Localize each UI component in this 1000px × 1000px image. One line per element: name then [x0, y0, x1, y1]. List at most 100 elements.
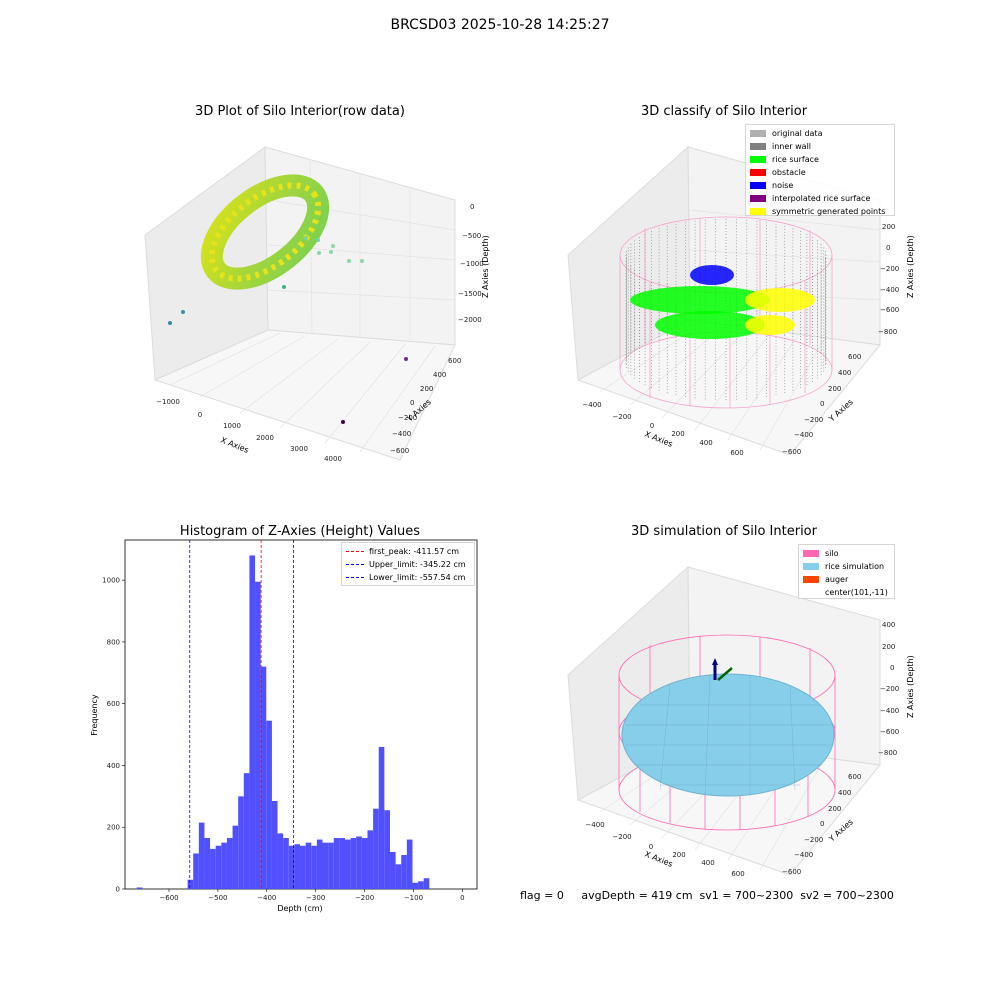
- ztick: −600: [880, 306, 899, 314]
- raw-point: [404, 357, 408, 361]
- hist-yticks: 0 200 400 600 800 1000: [102, 577, 125, 894]
- hist-bar: [238, 796, 244, 889]
- pane-floor: [153, 329, 456, 461]
- xtick: −200: [612, 833, 631, 841]
- hist-bars: [136, 555, 430, 889]
- ztick: 400: [882, 621, 895, 629]
- ztick: −2000: [458, 316, 482, 324]
- xtick: 4000: [324, 455, 342, 463]
- ztick: −400: [880, 286, 899, 294]
- axis-ticks-raw: −1000 0 1000 2000 3000 4000 −600 −400 −2…: [156, 203, 484, 463]
- ytick: 200: [828, 385, 841, 393]
- xtick: 2000: [256, 434, 274, 442]
- hist-bar: [294, 844, 301, 889]
- x-tick-label: −200: [355, 894, 374, 902]
- legend-label: center(101,-11): [825, 588, 888, 597]
- hist-bar: [316, 839, 323, 889]
- ztick: −200: [880, 265, 899, 273]
- legend-label: rice surface: [772, 155, 819, 164]
- xtick: 0: [649, 843, 653, 851]
- legend-swatch: [750, 130, 766, 137]
- legend-entry: first_peak: -411.57 cm: [346, 545, 470, 558]
- point-cluster: [745, 315, 795, 335]
- xtick: −400: [582, 401, 601, 409]
- ytick: −600: [782, 868, 801, 876]
- x-tick-label: −500: [208, 894, 227, 902]
- legend-swatch: [803, 589, 819, 596]
- legend-simulation: silo rice simulation auger center(101,-1…: [798, 544, 895, 599]
- legend-entry: original data: [750, 127, 890, 140]
- hist-bar: [350, 838, 357, 889]
- hist-bar: [401, 855, 407, 889]
- panel-title-classify: 3D classify of Silo Interior: [640, 104, 808, 119]
- hist-bar: [277, 833, 284, 889]
- legend-label: inner wall: [772, 142, 812, 151]
- raw-point: [360, 259, 364, 263]
- x-tick-label: −400: [257, 894, 276, 902]
- raw-point: [317, 251, 321, 255]
- hist-bar: [311, 845, 317, 889]
- ztick: −200: [880, 685, 899, 693]
- ztick: −600: [880, 728, 899, 736]
- legend-label: obstacle: [772, 168, 806, 177]
- ytick: −200: [804, 416, 823, 424]
- legend-entry: silo: [803, 547, 890, 560]
- xtick: −200: [612, 413, 631, 421]
- raw-point: [341, 420, 345, 424]
- xlabel-raw: X Axies: [219, 436, 250, 455]
- ytick: 200: [420, 385, 433, 393]
- ytick: 200: [828, 805, 841, 813]
- zlabel-sim: Z Axies (Depth): [906, 655, 915, 718]
- hist-bar: [328, 842, 334, 889]
- legend-line: [346, 564, 364, 565]
- hist-bar: [412, 882, 419, 889]
- legend-label: symmetric generated points: [772, 207, 886, 216]
- hist-bar: [255, 581, 261, 889]
- hist-bar: [322, 842, 329, 889]
- raw-point: [304, 236, 308, 240]
- zlabel-classify: Z Axies (Depth): [906, 235, 915, 298]
- hist-bar: [198, 822, 205, 889]
- xtick: −400: [585, 821, 604, 829]
- xtick: −1000: [156, 398, 180, 406]
- legend-line: [346, 577, 364, 578]
- xlabel-classify: X Axies: [643, 430, 674, 449]
- raw-point: [168, 321, 172, 325]
- ztick: −800: [878, 749, 897, 757]
- hist-bar: [378, 746, 385, 889]
- hist-bar: [271, 800, 278, 889]
- panel-title-raw: 3D Plot of Silo Interior(row data): [195, 104, 405, 119]
- ytick: −400: [392, 430, 411, 438]
- legend-entry: interpolated rice surface: [750, 192, 890, 205]
- rice-ring-raw: [200, 174, 330, 290]
- hist-bar: [283, 838, 289, 889]
- hist-xlabel: Depth (cm): [277, 904, 322, 913]
- xtick: 0: [198, 411, 202, 419]
- ytick: −400: [794, 851, 813, 859]
- ytick: −600: [782, 448, 801, 456]
- legend-entry: rice simulation: [803, 560, 890, 573]
- zlabel-raw: Z Axies (Depth): [481, 235, 490, 298]
- legend-histogram: first_peak: -411.57 cm Upper_limit: -345…: [341, 542, 475, 586]
- y-tick-label: 400: [107, 762, 120, 770]
- hist-bar: [226, 838, 233, 889]
- ytick: −200: [804, 836, 823, 844]
- ztick: 0: [886, 244, 890, 252]
- legend-swatch: [750, 156, 766, 163]
- legend-swatch: [750, 208, 766, 215]
- ztick: 0: [890, 664, 894, 672]
- hist-bar: [210, 848, 216, 889]
- legend-label: silo: [825, 549, 839, 558]
- legend-swatch: [750, 169, 766, 176]
- hist-bar: [395, 864, 402, 889]
- ztick: −400: [880, 707, 899, 715]
- legend-entry: center(101,-11): [803, 586, 890, 599]
- legend-entry: Upper_limit: -345.22 cm: [346, 558, 470, 571]
- xtick: 200: [671, 430, 684, 438]
- legend-entry: noise: [750, 179, 890, 192]
- legend-swatch: [750, 182, 766, 189]
- legend-entry: auger: [803, 573, 890, 586]
- hist-bar: [305, 842, 312, 889]
- hist-bar: [423, 878, 430, 889]
- hist-bar: [384, 810, 390, 889]
